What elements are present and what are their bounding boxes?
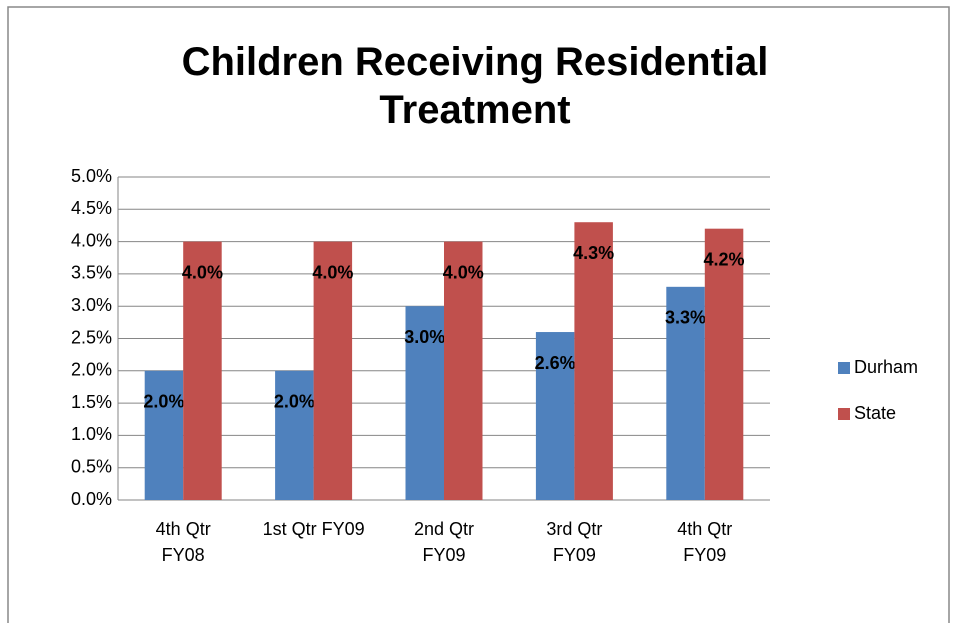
data-label: 3.3% bbox=[665, 308, 706, 328]
data-label: 4.0% bbox=[312, 262, 353, 282]
bar bbox=[313, 241, 353, 500]
bar bbox=[666, 286, 705, 500]
y-tick-label: 2.5% bbox=[71, 327, 112, 347]
bar bbox=[183, 241, 222, 500]
x-tick-label: 3rd Qtr FY09 bbox=[546, 519, 603, 565]
legend-swatch bbox=[838, 408, 850, 420]
y-tick-label: 3.0% bbox=[71, 295, 112, 315]
y-tick-label: 0.0% bbox=[71, 489, 112, 509]
legend-label: State bbox=[854, 403, 896, 423]
legend-swatch bbox=[838, 362, 850, 374]
x-tick-label: 4th Qtr FY08 bbox=[155, 519, 211, 565]
x-tick-label: 4th Qtr FY09 bbox=[677, 519, 733, 565]
y-tick-label: 2.0% bbox=[71, 360, 112, 380]
chart-border bbox=[7, 6, 950, 623]
legend-label: Durham bbox=[854, 357, 918, 377]
data-label: 2.6% bbox=[535, 353, 576, 373]
data-label: 2.0% bbox=[274, 392, 315, 412]
bar bbox=[704, 228, 744, 500]
bar bbox=[574, 222, 613, 500]
y-tick-label: 4.5% bbox=[71, 198, 112, 218]
chart-title: Children Receiving Residential Treatment bbox=[181, 40, 769, 132]
bar bbox=[144, 370, 184, 500]
data-label: 4.3% bbox=[573, 243, 614, 263]
data-label: 4.2% bbox=[704, 249, 745, 269]
y-tick-label: 4.0% bbox=[71, 230, 112, 250]
data-label: 3.0% bbox=[404, 327, 445, 347]
bar bbox=[444, 241, 483, 500]
y-tick-label: 1.5% bbox=[71, 392, 112, 412]
bar bbox=[535, 332, 575, 500]
y-tick-label: 1.0% bbox=[71, 424, 112, 444]
y-tick-label: 0.5% bbox=[71, 456, 112, 476]
bar bbox=[405, 306, 444, 500]
data-label: 4.0% bbox=[443, 262, 484, 282]
y-tick-label: 5.0% bbox=[71, 166, 112, 186]
data-label: 4.0% bbox=[182, 262, 223, 282]
x-tick-label: 2nd Qtr FY09 bbox=[413, 519, 475, 565]
bar bbox=[275, 370, 314, 500]
x-tick-label: 1st Qtr FY09 bbox=[262, 519, 365, 539]
data-label: 2.0% bbox=[143, 392, 184, 412]
y-tick-label: 3.5% bbox=[71, 263, 112, 283]
